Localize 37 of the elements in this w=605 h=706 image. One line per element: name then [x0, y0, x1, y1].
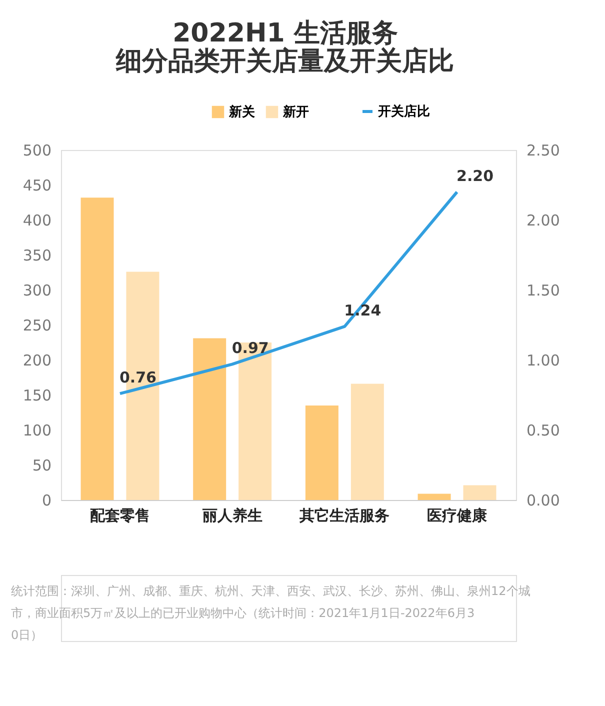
bar	[305, 406, 338, 500]
x-tick-label: 配套零售	[90, 506, 150, 524]
y-tick-label: 450	[22, 176, 52, 194]
legend-label: 开关店比	[377, 104, 430, 120]
y2-tick-label: 1.00	[526, 352, 560, 370]
y-tick-label: 350	[22, 246, 52, 264]
y2-tick-label: 0.50	[526, 422, 560, 440]
line-series	[118, 190, 459, 396]
y-tick-label: 150	[22, 386, 52, 404]
x-tick-label: 其它生活服务	[298, 506, 390, 524]
y-tick-label: 0	[42, 492, 52, 510]
y-tick-label: 50	[32, 456, 52, 474]
y-tick-label: 300	[22, 282, 52, 300]
y2-tick-label: 2.00	[526, 212, 560, 230]
y2-tick-label: 1.50	[526, 282, 560, 300]
x-tick-label: 医疗健康	[427, 506, 488, 524]
text: 统计范围：深圳、广州、成都、重庆、杭州、天津、西安、武汉、长沙、苏州、佛山、泉州12个城市，商业面积5万㎡及以上的已开业购物中心（统计时间：2021年1月1日-2022年6月30日）	[11, 584, 530, 642]
y-tick-label: 100	[22, 422, 52, 440]
y-tick-label: 400	[22, 212, 52, 230]
bar	[418, 494, 451, 500]
x-tick-label: 丽人养生	[201, 506, 262, 524]
y-tick-label: 200	[22, 352, 52, 370]
legend-label: 新开	[282, 104, 309, 120]
bar	[80, 198, 114, 500]
y-tick-label: 250	[22, 316, 52, 334]
y-tick-label: 500	[22, 142, 52, 160]
y2-tick-label: 0.00	[526, 492, 560, 510]
y2-tick-label: 2.50	[526, 142, 560, 160]
text: 细分品类开关店量及开关店比	[116, 46, 454, 76]
data-label: 2.20	[456, 167, 494, 185]
bar	[463, 485, 496, 500]
data-label: 0.76	[119, 368, 156, 387]
bar	[193, 338, 226, 500]
data-label: 0.97	[232, 339, 269, 358]
bar	[350, 384, 384, 500]
text: 2022H1 生活服务	[172, 18, 398, 48]
legend-label: 新关	[228, 104, 256, 120]
